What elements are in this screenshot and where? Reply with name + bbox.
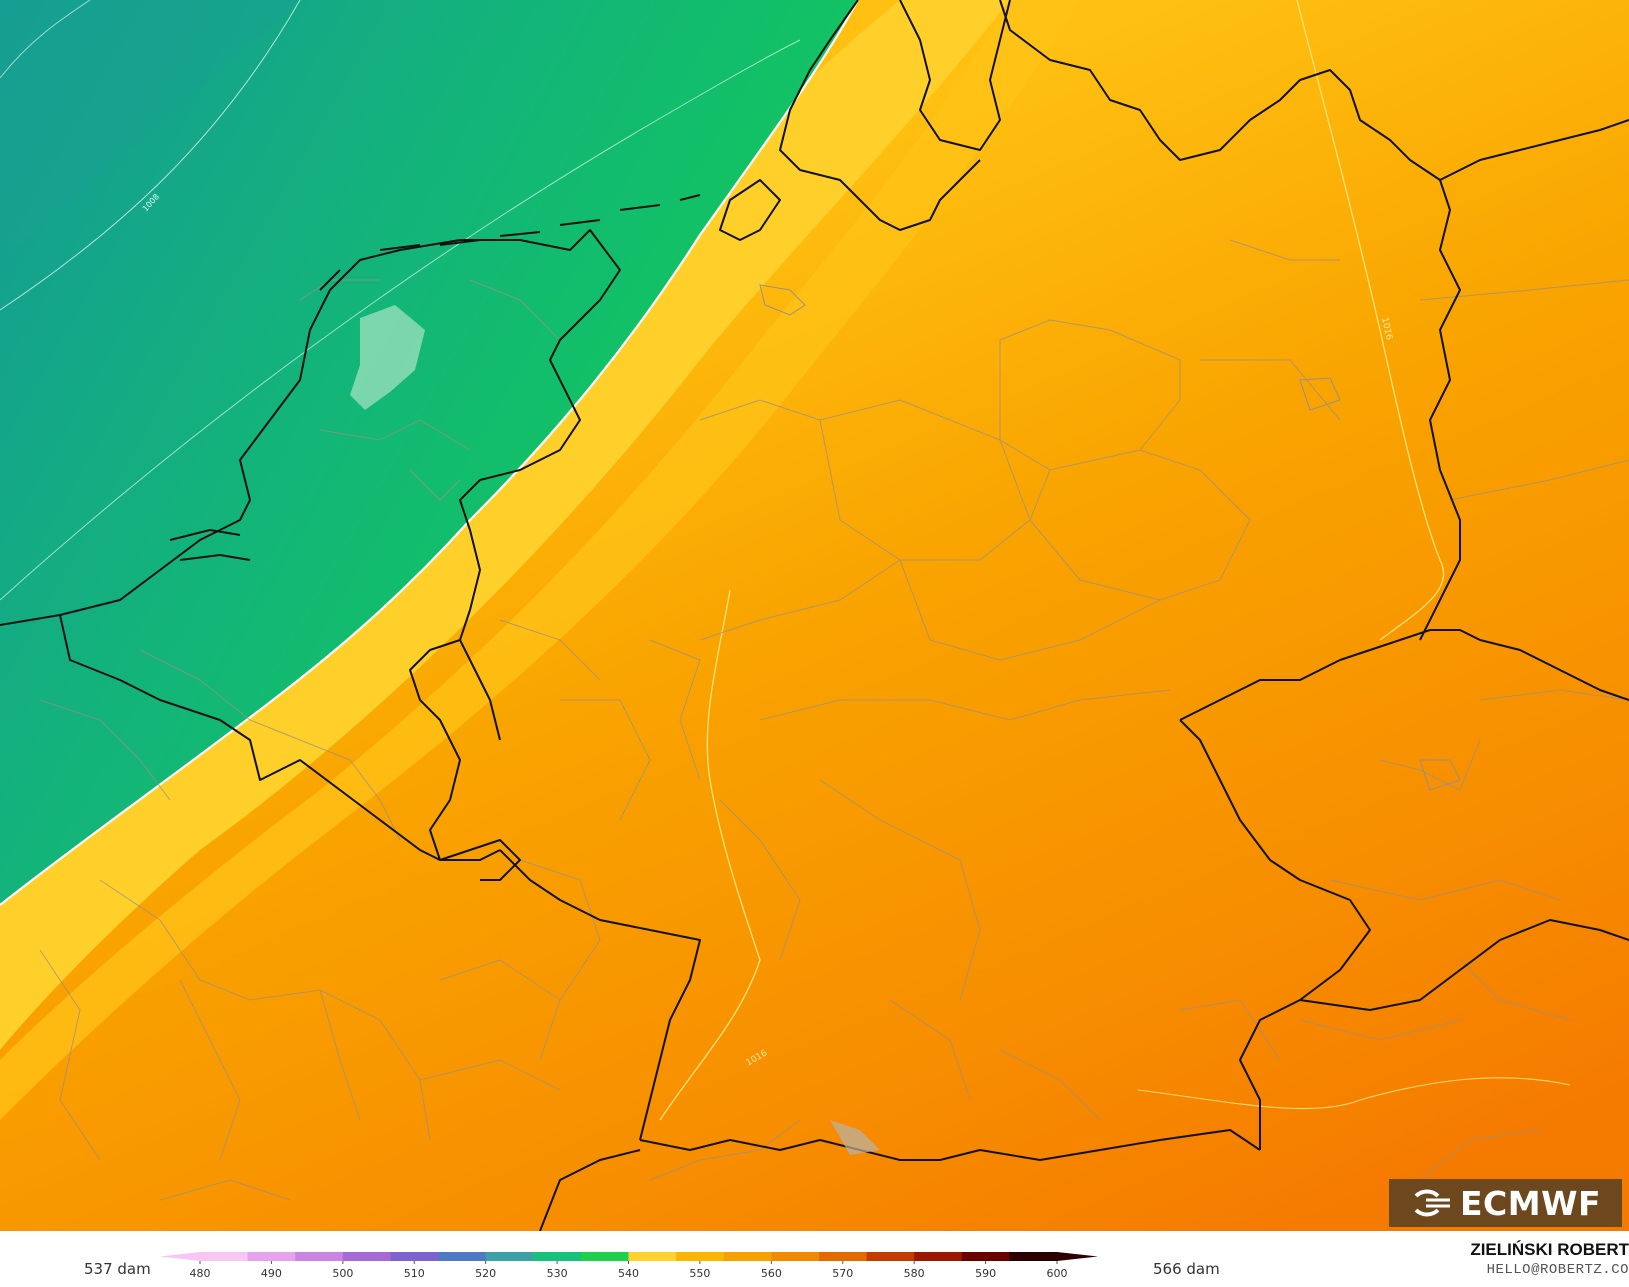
lake-constance: [830, 1120, 880, 1155]
colorbar-cell: [723, 1252, 772, 1261]
colorbar-tick-label: 580: [904, 1267, 925, 1280]
colorbar-cell: [295, 1252, 344, 1261]
teal-field: [0, 0, 300, 260]
colorbar-cell: [628, 1252, 677, 1261]
colorbar-tick-label: 500: [332, 1267, 353, 1280]
colorbar-tick-label: 560: [761, 1267, 782, 1280]
colorbar-cell: [533, 1252, 582, 1261]
colorbar-tick-label: 550: [689, 1267, 710, 1280]
colorbar-cell: [1009, 1252, 1058, 1261]
colorbar-cells: [160, 1252, 1098, 1261]
colorbar-tick-label: 480: [190, 1267, 211, 1280]
colorbar-tick-label: 540: [618, 1267, 639, 1280]
isobar-label-1016-east: 1016: [1379, 317, 1394, 342]
isobar-c: [0, 0, 91, 79]
isobar-a: [0, 0, 301, 311]
author-name: ZIELIŃSKI ROBERT: [1470, 1240, 1629, 1259]
green-field: [0, 0, 858, 905]
weather-map: 1008 1016 1016: [0, 0, 1629, 1231]
isobar-1016-south: [659, 589, 761, 1121]
colorbar-tick-label: 510: [404, 1267, 425, 1280]
lake-berlin: [1299, 377, 1341, 411]
yellow-band: [0, 0, 1010, 1050]
colorbar-cell: [580, 1252, 630, 1261]
isobar-b: [0, 39, 801, 601]
colorbar-tick-label: 530: [547, 1267, 568, 1280]
colorbar: 480 490 500 510 520 530 540 550 560 570 580 590 600: [160, 1252, 1098, 1280]
country-borders: [0, 0, 1629, 1231]
colorbar-ticks: 480 490 500 510 520 530 540 550 560 570 580 590 600: [190, 1261, 1068, 1280]
colorbar-tick-label: 490: [261, 1267, 282, 1280]
lake-prague: [1419, 759, 1461, 791]
isobar-1016-alps: [1137, 1077, 1571, 1110]
ecmwf-mark-icon: [1414, 1189, 1450, 1217]
colorbar-cell: [342, 1252, 392, 1261]
colorbar-cell: [485, 1252, 534, 1261]
min-value-label: 537 dam: [84, 1260, 151, 1278]
colorbar-cell: [961, 1252, 1010, 1261]
max-value-label: 566 dam: [1153, 1260, 1220, 1278]
colorbar-tick-label: 570: [832, 1267, 853, 1280]
colorbar-cell: [771, 1252, 820, 1261]
amber-band: [0, 0, 1080, 1120]
colorbar-cell: [200, 1252, 249, 1261]
colorbar-tick-label: 520: [475, 1267, 496, 1280]
colorbar-max-arrow: [1057, 1252, 1098, 1261]
isobar-1016-east: [1296, 0, 1445, 641]
geopotential-field: 1008 1016 1016: [0, 0, 1629, 1231]
lake-small: [759, 284, 806, 316]
colorbar-cell: [676, 1252, 725, 1261]
contour-552: [0, 0, 859, 906]
colorbar-tick-label: 590: [975, 1267, 996, 1280]
author-email: HELLO@ROBERTZ.CO: [1486, 1262, 1629, 1278]
region-borders: [39, 239, 1629, 1201]
ecmwf-logo: ECMWF: [1389, 1179, 1622, 1227]
colorbar-cell: [818, 1252, 868, 1261]
colorbar-cell: [247, 1252, 296, 1261]
colorbar-min-arrow: [160, 1252, 200, 1261]
colorbar-tick-label: 600: [1047, 1267, 1068, 1280]
colorbar-cell: [914, 1252, 963, 1261]
colorbar-cell: [438, 1252, 487, 1261]
colorbar-cell: [866, 1252, 915, 1261]
ecmwf-logo-text: ECMWF: [1459, 1183, 1602, 1223]
colorbar-cell: [390, 1252, 439, 1261]
ijsselmeer-lake: [350, 305, 425, 410]
